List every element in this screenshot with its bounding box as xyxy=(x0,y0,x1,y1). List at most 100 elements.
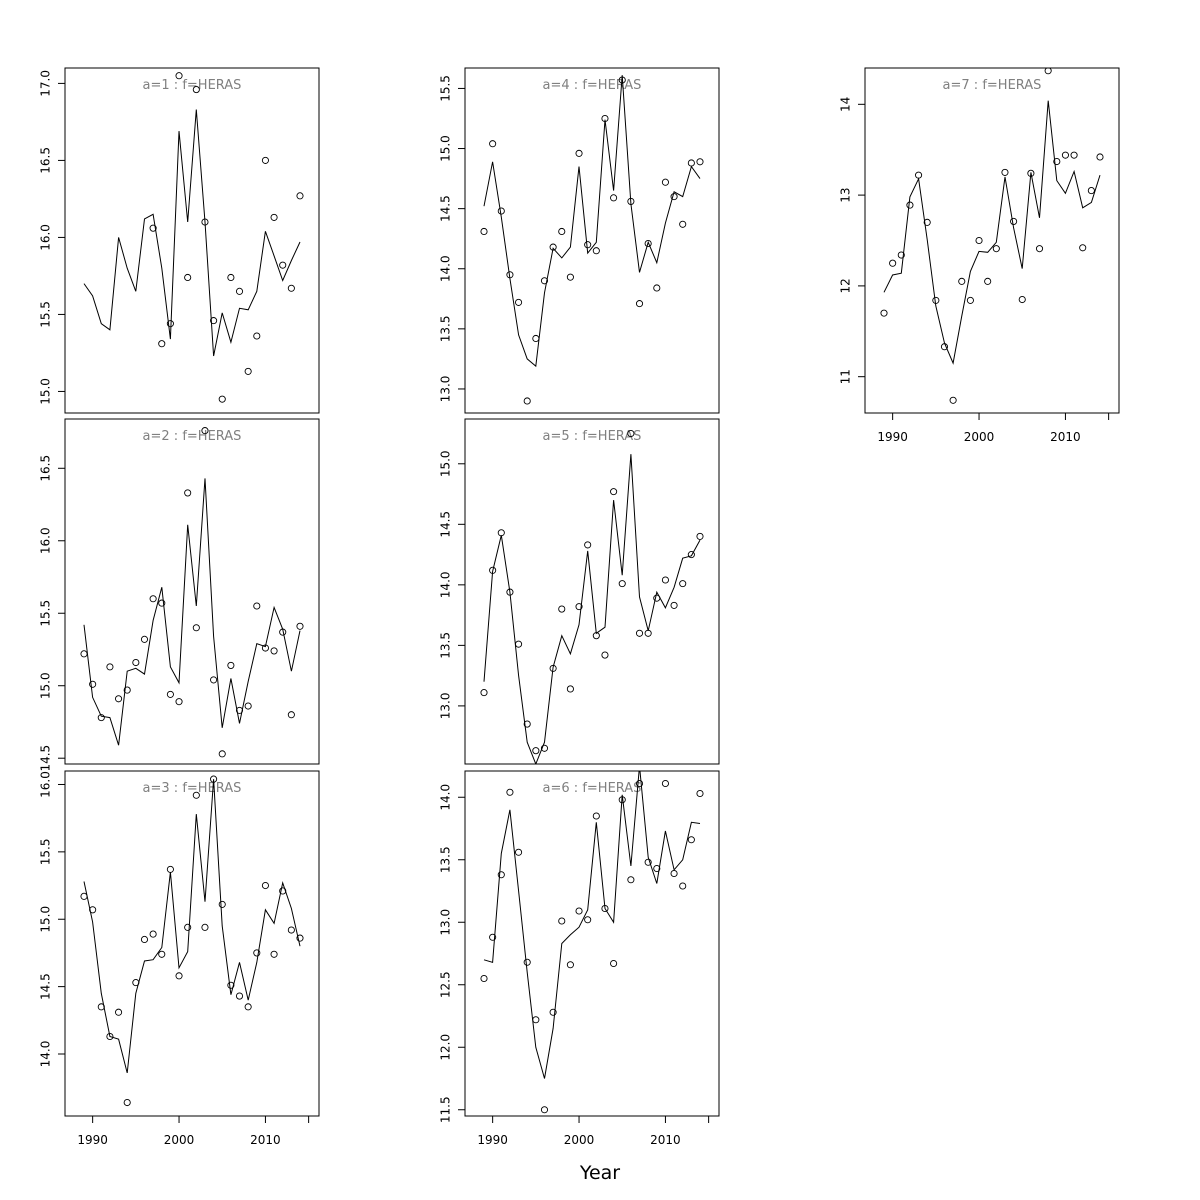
observed-point-a4-2014 xyxy=(696,158,704,166)
observed-point-a5-2013 xyxy=(687,551,695,559)
observed-point-a5-2004 xyxy=(610,488,618,496)
panels-group: a=1 : f=HERAS 15.0 15.5 16.0 16.5 17.0 a=2 : f… xyxy=(39,67,1120,1147)
observed-point-a6-1989 xyxy=(480,974,488,983)
observed-point-a4-1993 xyxy=(515,298,523,306)
observed-point-a7-2001 xyxy=(984,277,992,285)
y-tick-label-a1-2: 16.0 xyxy=(39,224,53,251)
observed-point-a5-2011 xyxy=(670,601,678,609)
observed-point-a3-1999 xyxy=(166,865,174,873)
x-tick-label-a3-2: 2010 xyxy=(250,1133,281,1147)
panel-frame-a6 xyxy=(464,770,720,1117)
observed-point-a5-1997 xyxy=(549,664,557,672)
fitted-line-a7 xyxy=(883,100,1101,365)
observed-point-a6-1994 xyxy=(523,958,531,966)
observed-point-a3-2006 xyxy=(227,981,235,989)
observed-point-a2-2001 xyxy=(184,489,192,497)
observed-point-a4-1991 xyxy=(497,207,505,215)
observed-point-a6-2004 xyxy=(610,959,618,968)
observed-point-a1-2014 xyxy=(296,192,304,200)
y-tick-label-a5-1: 13.5 xyxy=(439,632,453,659)
observed-point-a4-2012 xyxy=(679,220,687,228)
panel-title-a7: a=7 : f=HERAS xyxy=(943,78,1042,93)
panel-a3: a=3 : f=HERAS 14.0 14.5 15.0 15.5 16.0 1990 200… xyxy=(39,770,320,1147)
observed-point-a6-1990 xyxy=(489,933,497,941)
observed-point-a6-1999 xyxy=(566,961,574,969)
observed-point-a3-1995 xyxy=(132,979,140,987)
observed-point-a2-1994 xyxy=(123,686,131,694)
observed-point-a4-1992 xyxy=(506,271,514,279)
y-tick-label-a7-1: 12 xyxy=(839,278,853,293)
observed-point-a4-1989 xyxy=(480,227,488,236)
observed-point-a4-2004 xyxy=(610,194,618,202)
panel-title-a1: a=1 : f=HERAS xyxy=(143,78,242,93)
panel-data-a5 xyxy=(480,429,704,764)
observed-point-a6-2002 xyxy=(592,812,600,820)
observed-point-a7-2014 xyxy=(1096,153,1104,161)
observed-point-a6-2005 xyxy=(618,796,626,804)
observed-point-a5-2007 xyxy=(635,629,644,637)
y-tick-label-a4-3: 14.5 xyxy=(439,195,453,222)
panel-frame-a2 xyxy=(64,418,320,765)
observed-point-a3-1997 xyxy=(149,930,157,938)
y-tick-label-a5-0: 13.0 xyxy=(439,693,453,720)
observed-point-a4-2008 xyxy=(644,239,652,248)
y-tick-label-a5-2: 14.0 xyxy=(439,571,453,598)
observed-point-a6-2013 xyxy=(687,836,695,844)
y-tick-label-a4-1: 13.5 xyxy=(439,315,453,342)
fitted-line-a1 xyxy=(83,109,301,357)
observed-point-a5-2008 xyxy=(644,629,652,637)
observed-point-a4-2001 xyxy=(584,241,592,249)
observed-point-a5-1993 xyxy=(515,640,523,648)
y-tick-label-a4-4: 15.0 xyxy=(439,135,453,162)
observed-point-a3-1993 xyxy=(115,1008,123,1016)
observed-point-a4-1997 xyxy=(549,243,557,251)
observed-point-a5-1990 xyxy=(489,566,497,574)
y-tick-label-a3-0: 14.0 xyxy=(39,1041,53,1068)
observed-point-a4-2010 xyxy=(661,178,669,186)
observed-point-a4-2011 xyxy=(670,193,678,201)
x-axis-title: Year xyxy=(579,1162,620,1184)
observed-point-a3-2007 xyxy=(235,992,244,1000)
observed-point-a6-2003 xyxy=(601,904,609,913)
panel-frame-a7 xyxy=(864,67,1120,414)
observed-point-a2-2014 xyxy=(296,622,304,630)
observed-point-a5-1991 xyxy=(497,529,505,537)
observed-point-a7-1995 xyxy=(932,296,940,304)
y-tick-label-a1-3: 16.5 xyxy=(39,147,53,174)
x-tick-label-a6-2: 2010 xyxy=(650,1133,681,1147)
observed-point-a3-2010 xyxy=(261,882,269,890)
observed-point-a4-2003 xyxy=(601,114,609,123)
observed-point-a2-2011 xyxy=(270,647,278,655)
observed-point-a2-1999 xyxy=(166,690,174,698)
observed-point-a1-1997 xyxy=(149,224,157,232)
y-tick-label-a2-2: 15.5 xyxy=(39,600,53,627)
observed-point-a3-1991 xyxy=(97,1003,105,1011)
panel-a1: a=1 : f=HERAS 15.0 15.5 16.0 16.5 17.0 xyxy=(39,67,320,414)
panel-data-a2 xyxy=(80,427,304,758)
observed-point-a4-1999 xyxy=(566,273,574,281)
observed-point-a7-1989 xyxy=(880,309,888,317)
observed-point-a3-1989 xyxy=(80,892,88,900)
observed-point-a2-2012 xyxy=(279,628,287,636)
observed-point-a5-2001 xyxy=(584,541,592,549)
observed-point-a3-2008 xyxy=(244,1003,252,1011)
observed-point-a7-2010 xyxy=(1061,151,1069,159)
y-tick-label-a4-2: 14.0 xyxy=(439,255,453,282)
y-tick-label-a2-3: 16.0 xyxy=(39,527,53,554)
panel-frame-a3 xyxy=(64,770,320,1117)
panel-data-a4 xyxy=(480,75,704,405)
observed-point-a4-1994 xyxy=(523,397,531,405)
observed-point-a2-2010 xyxy=(261,644,269,652)
observed-point-a6-1991 xyxy=(497,871,505,879)
fitted-line-a5 xyxy=(483,454,701,764)
observed-point-a2-2006 xyxy=(227,661,235,669)
panel-title-a3: a=3 : f=HERAS xyxy=(143,781,242,796)
observed-point-a7-2007 xyxy=(1035,245,1044,253)
observed-point-a3-2011 xyxy=(270,950,278,958)
y-tick-label-a2-1: 15.0 xyxy=(39,672,53,699)
observed-point-a4-2006 xyxy=(627,197,635,205)
panel-data-a7 xyxy=(880,68,1104,404)
observed-point-a7-2002 xyxy=(992,245,1000,253)
observed-point-a3-2009 xyxy=(253,949,261,957)
y-tick-label-a6-5: 14.0 xyxy=(439,784,453,811)
